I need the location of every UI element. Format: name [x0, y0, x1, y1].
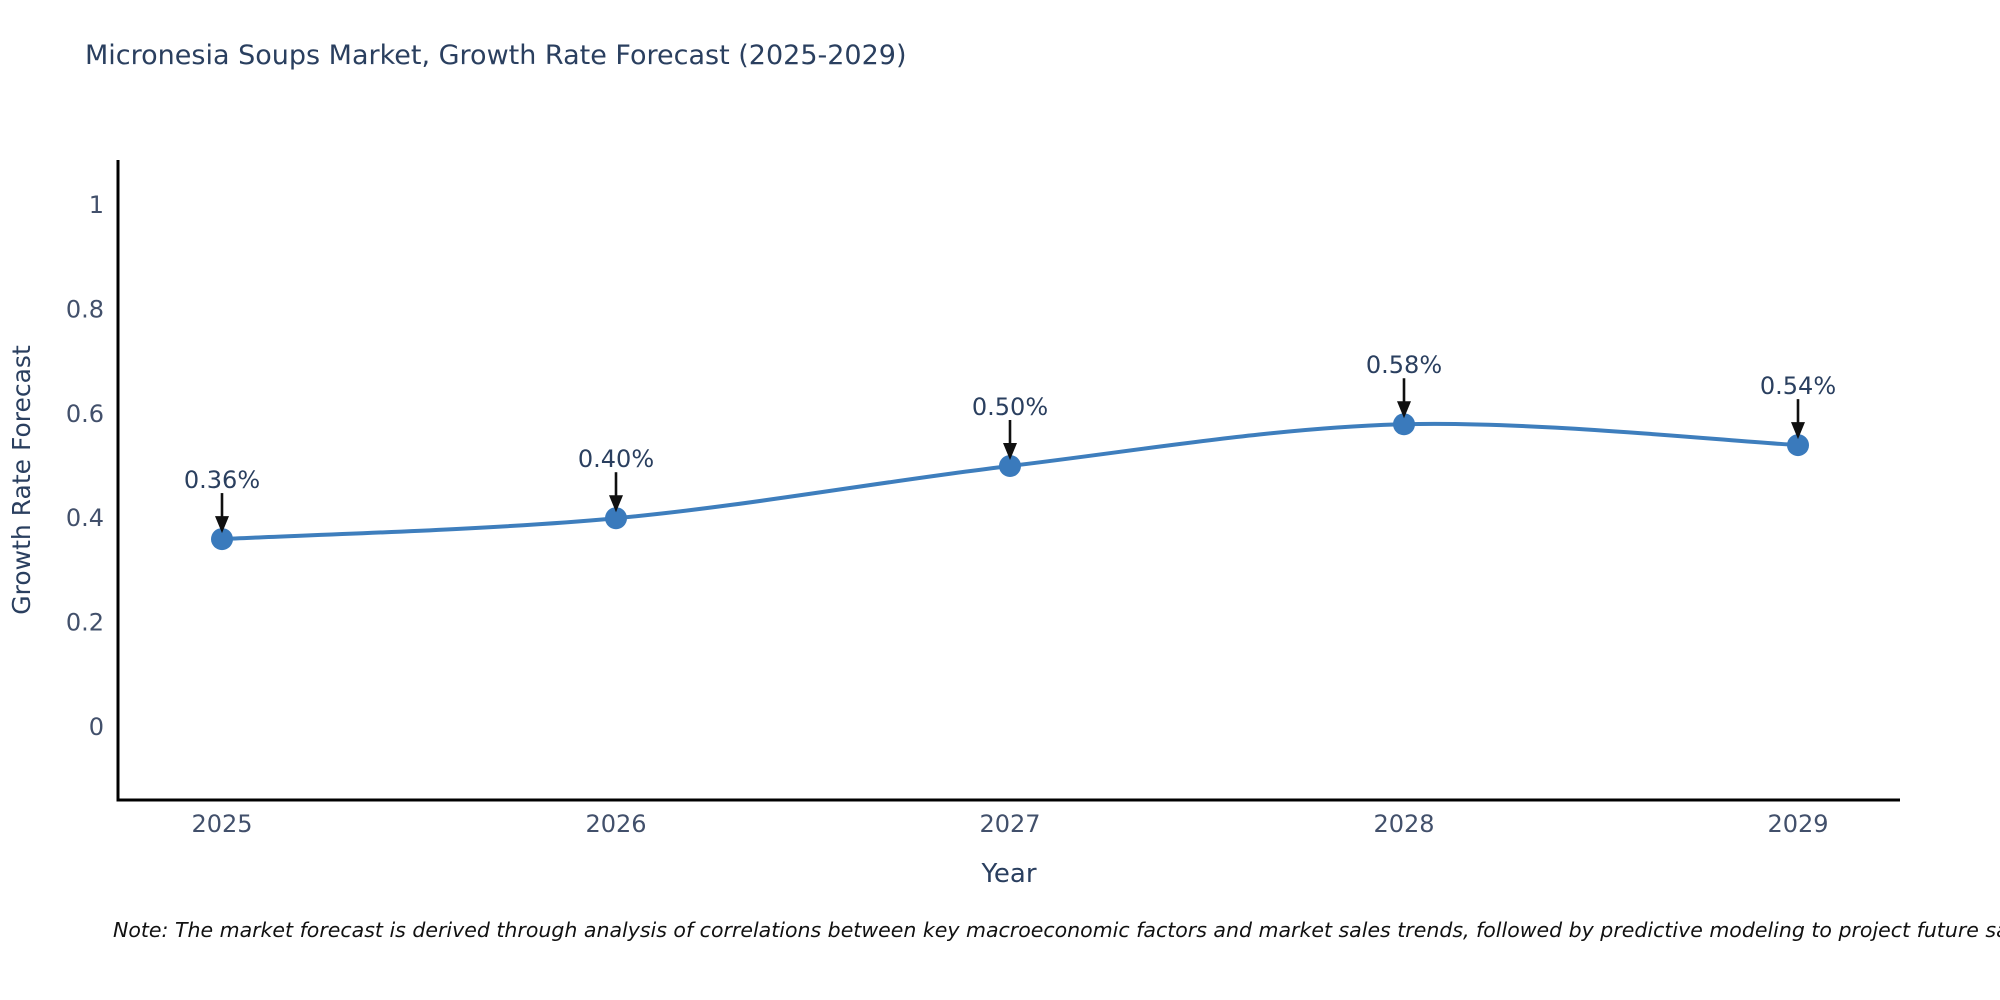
data-point-2025[interactable]: [211, 528, 233, 551]
x-tick-label: 2026: [585, 810, 646, 838]
annotation-label: 0.40%: [578, 445, 654, 473]
data-point-2029[interactable]: [1787, 434, 1809, 457]
annotation-arrowhead: [1003, 443, 1017, 460]
y-tick-label: 0: [89, 713, 104, 741]
footnote: Note: The market forecast is derived thr…: [113, 918, 2000, 942]
chart-title: Micronesia Soups Market, Growth Rate For…: [85, 40, 907, 71]
y-tick-label: 0.4: [66, 504, 104, 532]
x-tick-label: 2028: [1373, 810, 1434, 838]
annotation-arrowhead: [1791, 422, 1805, 440]
annotation-arrowhead: [1397, 401, 1411, 419]
x-tick-label: 2027: [979, 810, 1040, 838]
annotation-arrowhead: [215, 516, 229, 534]
x-tick-label: 2029: [1767, 810, 1828, 838]
annotation-label: 0.50%: [972, 393, 1048, 421]
y-tick-label: 0.8: [66, 295, 104, 323]
y-axis-title: Growth Rate Forecast: [7, 345, 36, 615]
y-tick-label: 0.6: [66, 400, 104, 428]
data-point-2028[interactable]: [1393, 413, 1415, 436]
data-point-2026[interactable]: [605, 507, 627, 530]
data-point-2027[interactable]: [999, 455, 1021, 477]
x-tick-label: 2025: [191, 810, 252, 838]
annotation-label: 0.36%: [184, 466, 260, 494]
x-axis-title: Year: [980, 859, 1036, 889]
annotation-arrowhead: [609, 495, 623, 513]
annotation-label: 0.58%: [1366, 351, 1442, 379]
y-tick-label: 0.2: [66, 609, 104, 637]
y-tick-label: 1: [89, 191, 104, 219]
annotation-label: 0.54%: [1760, 372, 1836, 400]
